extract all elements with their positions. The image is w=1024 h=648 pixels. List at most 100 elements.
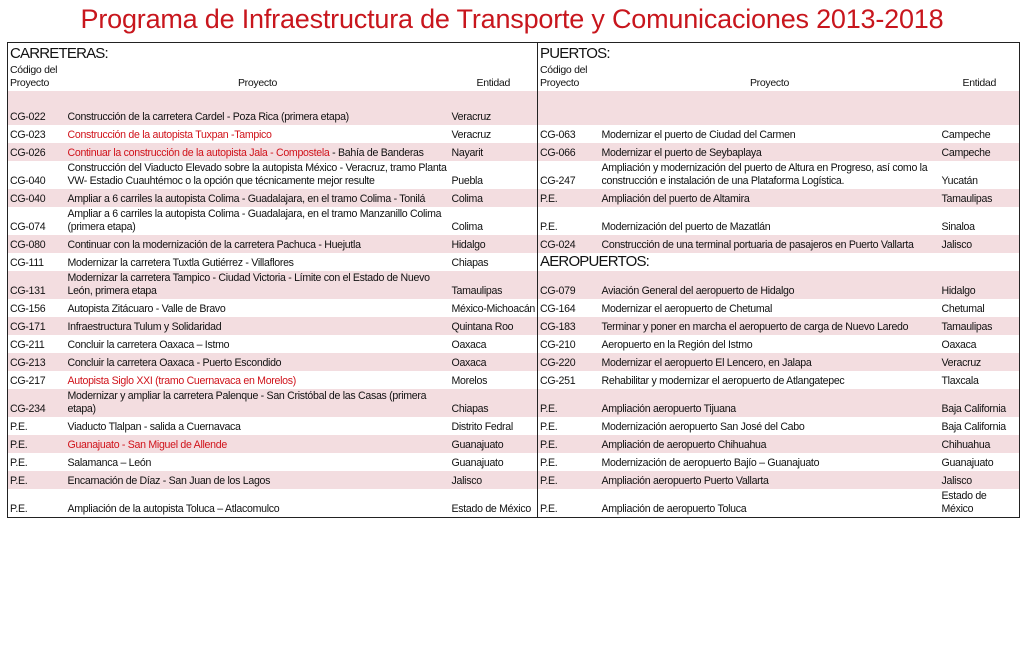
- project-code: CG-040: [7, 189, 66, 207]
- table-row: CG-040 Construcción del Viaducto Elevado …: [8, 161, 1020, 189]
- project-text: Ampliación del puerto de Altamira: [601, 193, 750, 205]
- project-code: P.E.: [10, 503, 28, 515]
- project-text: Ampliación de la autopista Toluca – Atla…: [67, 503, 280, 515]
- table-row: CG-074 Ampliar a 6 carriles la autopista …: [8, 207, 1020, 235]
- project-code: CG-251: [537, 371, 600, 389]
- entity: Baja California: [939, 389, 1020, 417]
- table-row: P.E. Encarnación de Díaz - San Juan de lo…: [7, 471, 1020, 489]
- project-highlight: Autopista Siglo XXI (tramo Cuernavaca en…: [67, 375, 297, 387]
- table-row: P.E. Viaducto Tlalpan - salida a Cuernava…: [8, 417, 1020, 435]
- entity: Hidalgo: [449, 235, 538, 253]
- project-text: Salamanca – León: [67, 457, 152, 469]
- project-text: Modernización de aeropuerto Bajío – Guan…: [601, 457, 820, 469]
- project-name: Ampliación aeropuerto Tijuana: [599, 389, 940, 417]
- column-header: Código del Proyecto: [10, 64, 58, 89]
- project-name: Aviación General del aeropuerto de Hidal…: [599, 271, 940, 299]
- project-text: Ampliación y modernización del puerto de…: [601, 162, 928, 187]
- empty-cell: [536, 107, 1020, 125]
- column-header: Entidad: [476, 77, 510, 89]
- project-name: Ampliación y modernización del puerto de…: [600, 161, 940, 189]
- table-row: P.E. Salamanca – León Guanajuato P.E. Modern…: [8, 453, 1020, 471]
- project-highlight: Guanajuato - San Miguel de Allende: [67, 439, 228, 451]
- project-code: CG-210: [537, 335, 600, 353]
- project-name: Concluir la carretera Oaxaca – Istmo: [66, 335, 450, 353]
- project-code: P.E.: [537, 417, 600, 435]
- project-text: Ampliación de aeropuerto Toluca: [601, 503, 747, 515]
- entity: Jalisco: [449, 471, 538, 489]
- entity: Morelos: [451, 375, 488, 387]
- project-highlight: Continuar la construcción de la autopist…: [67, 147, 330, 159]
- project-name: Modernizar el aeropuerto de Chetumal: [600, 299, 940, 317]
- project-text: Aeropuerto en la Región del Istmo: [601, 339, 753, 351]
- project-name: Aeropuerto en la Región del Istmo: [600, 335, 940, 353]
- project-text: Modernizar el aeropuerto El Lencero, en …: [601, 357, 812, 369]
- table-row: CG-080 Continuar con la modernización de …: [7, 235, 1020, 253]
- entity: Campeche: [941, 129, 991, 141]
- entity: Estado de México: [451, 503, 532, 515]
- project-code: CG-234: [7, 389, 66, 417]
- project-text: Ampliar a 6 carriles la autopista Colima…: [67, 193, 426, 205]
- entity: Chiapas: [449, 389, 538, 417]
- project-text: Modernización aeropuerto San José del Ca…: [601, 421, 805, 433]
- table-row: CG-022 Construcción de la carretera Carde…: [7, 107, 1020, 125]
- project-name: Construcción de la carretera Cardel - Po…: [65, 107, 450, 125]
- table-row: P.E. Ampliación de la autopista Toluca – …: [8, 489, 1020, 518]
- project-code: P.E.: [537, 435, 600, 453]
- project-code: P.E.: [537, 471, 600, 489]
- project-code: P.E.: [10, 421, 28, 433]
- table-row: CG-217 Autopista Siglo XXI (tramo Cuernav…: [8, 371, 1020, 389]
- project-code: CG-063: [537, 125, 600, 143]
- entity: Oaxaca: [449, 353, 538, 371]
- project-text: Ampliación aeropuerto Tijuana: [601, 403, 737, 415]
- column-header: Proyecto: [237, 77, 278, 89]
- table-row: CG-171 Infraestructura Tulum y Solidarida…: [7, 317, 1020, 335]
- project-code: CG-026: [7, 143, 66, 161]
- project-text: Modernización del puerto de Mazatlán: [601, 221, 771, 233]
- table-row: CG-211 Concluir la carretera Oaxaca – Ist…: [8, 335, 1020, 353]
- project-code: CG-220: [537, 353, 600, 371]
- project-text: Terminar y poner en marcha el aeropuerto…: [601, 321, 909, 333]
- project-name: Modernizar la carretera Tuxtla Gutiérrez…: [66, 253, 450, 271]
- project-name: Modernización de aeropuerto Bajío – Guan…: [600, 453, 940, 471]
- project-code: P.E.: [537, 453, 600, 471]
- project-code: CG-211: [10, 339, 45, 351]
- entity: Baja California: [941, 421, 1007, 433]
- project-highlight: Construcción de la autopista Tuxpan -Tam…: [67, 129, 272, 141]
- project-name: Guanajuato - San Miguel de Allende: [65, 435, 450, 453]
- project-text: Modernizar el aeropuerto de Chetumal: [601, 303, 773, 315]
- entity: Yucatán: [941, 175, 979, 187]
- project-code: P.E.: [537, 189, 600, 207]
- project-text: Modernizar la carretera Tuxtla Gutiérrez…: [67, 257, 294, 269]
- project-code: CG-022: [7, 107, 66, 125]
- project-code: CG-040: [10, 175, 46, 187]
- project-name: Infraestructura Tulum y Solidaridad: [65, 317, 450, 335]
- project-text: Concluir la carretera Oaxaca – Istmo: [67, 339, 230, 351]
- project-text: Rehabilitar y modernizar el aeropuerto d…: [601, 375, 845, 387]
- entity: Chetumal: [941, 303, 985, 315]
- project-text: Modernizar el puerto de Seybaplaya: [601, 147, 762, 159]
- project-text: Ampliación de aeropuerto Chihuahua: [601, 439, 767, 451]
- entity: Nayarit: [449, 143, 538, 161]
- project-code: CG-171: [7, 317, 66, 335]
- entity: Veracruz: [449, 107, 538, 125]
- project-text: Viaducto Tlalpan - salida a Cuernavaca: [67, 421, 241, 433]
- project-text: Encarnación de Díaz - San Juan de los La…: [67, 475, 271, 487]
- project-name: Ampliación de aeropuerto Toluca: [600, 489, 940, 518]
- entity: Tlaxcala: [941, 375, 979, 387]
- project-code: P.E.: [10, 457, 28, 469]
- project-text: Ampliación aeropuerto Puerto Vallarta: [601, 475, 769, 487]
- spacer-row: [7, 91, 1020, 107]
- entity: Colima: [449, 189, 538, 207]
- table-row: CG-234 Modernizar y ampliar la carretera …: [7, 389, 1020, 417]
- entity: Hidalgo: [939, 271, 1020, 299]
- project-code: CG-247: [537, 161, 600, 189]
- entity: Veracruz: [451, 129, 492, 141]
- project-code: CG-156: [10, 303, 46, 315]
- page-title: Programa de Infraestructura de Transport…: [80, 4, 944, 34]
- entity: México-Michoacán: [451, 303, 536, 315]
- project-name: Construcción del Viaducto Elevado sobre …: [66, 161, 450, 189]
- table-row: CG-213 Concluir la carretera Oaxaca - Pue…: [7, 353, 1020, 371]
- entity: Estado de México: [941, 490, 987, 515]
- project-name: Terminar y poner en marcha el aeropuerto…: [599, 317, 940, 335]
